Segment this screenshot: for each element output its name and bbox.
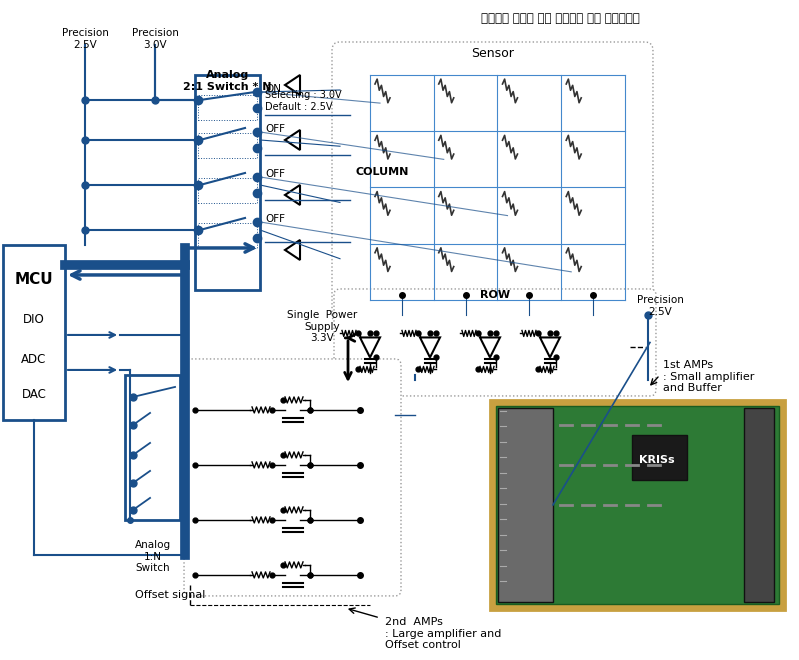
FancyBboxPatch shape	[184, 359, 401, 596]
Text: ADC: ADC	[22, 354, 46, 366]
Bar	[3, 245, 65, 420]
Text: Single  Power
Supply
3.3V: Single Power Supply 3.3V	[287, 310, 357, 343]
Bar	[496, 406, 779, 604]
Text: OFF: OFF	[265, 124, 285, 134]
Text: COLUMN: COLUMN	[355, 168, 408, 178]
Text: 1st AMPs
: Small amplifier
and Buffer: 1st AMPs : Small amplifier and Buffer	[663, 360, 754, 393]
Bar	[198, 133, 257, 158]
Bar	[744, 408, 774, 602]
Bar	[125, 375, 180, 520]
Bar	[490, 400, 785, 610]
Text: 온도센서 구동을 위한 전자회로 블록 다이어그램: 온도센서 구동을 위한 전자회로 블록 다이어그램	[481, 12, 639, 25]
Bar	[195, 75, 260, 290]
Text: Sensor: Sensor	[471, 47, 514, 60]
Text: MCU: MCU	[14, 273, 54, 288]
Text: Offset signal: Offset signal	[135, 590, 205, 600]
Text: 2nd  AMPs
: Large amplifier and
Offset control: 2nd AMPs : Large amplifier and Offset co…	[385, 617, 502, 650]
Text: DIO: DIO	[23, 314, 45, 327]
Bar	[198, 95, 257, 120]
Text: OFF: OFF	[265, 169, 285, 179]
Text: Precision
2.5V: Precision 2.5V	[637, 295, 683, 317]
FancyBboxPatch shape	[332, 42, 653, 323]
FancyBboxPatch shape	[334, 289, 656, 396]
Text: Analog
1:N
Switch: Analog 1:N Switch	[134, 540, 171, 573]
Text: KRISs: KRISs	[639, 455, 675, 465]
Bar	[498, 408, 553, 602]
Text: OFF: OFF	[265, 214, 285, 224]
Text: ROW: ROW	[480, 290, 510, 300]
Bar	[198, 223, 257, 248]
Text: ON: ON	[265, 84, 281, 94]
Bar	[198, 178, 257, 203]
Text: Precision
3.0V: Precision 3.0V	[132, 28, 178, 50]
Text: Precision
2.5V: Precision 2.5V	[62, 28, 109, 50]
Text: Analog
2:1 Switch * N: Analog 2:1 Switch * N	[183, 70, 272, 92]
Bar	[632, 435, 687, 480]
Text: Selecting : 3.0V
Default : 2.5V: Selecting : 3.0V Default : 2.5V	[265, 90, 342, 112]
Text: DAC: DAC	[22, 389, 46, 401]
